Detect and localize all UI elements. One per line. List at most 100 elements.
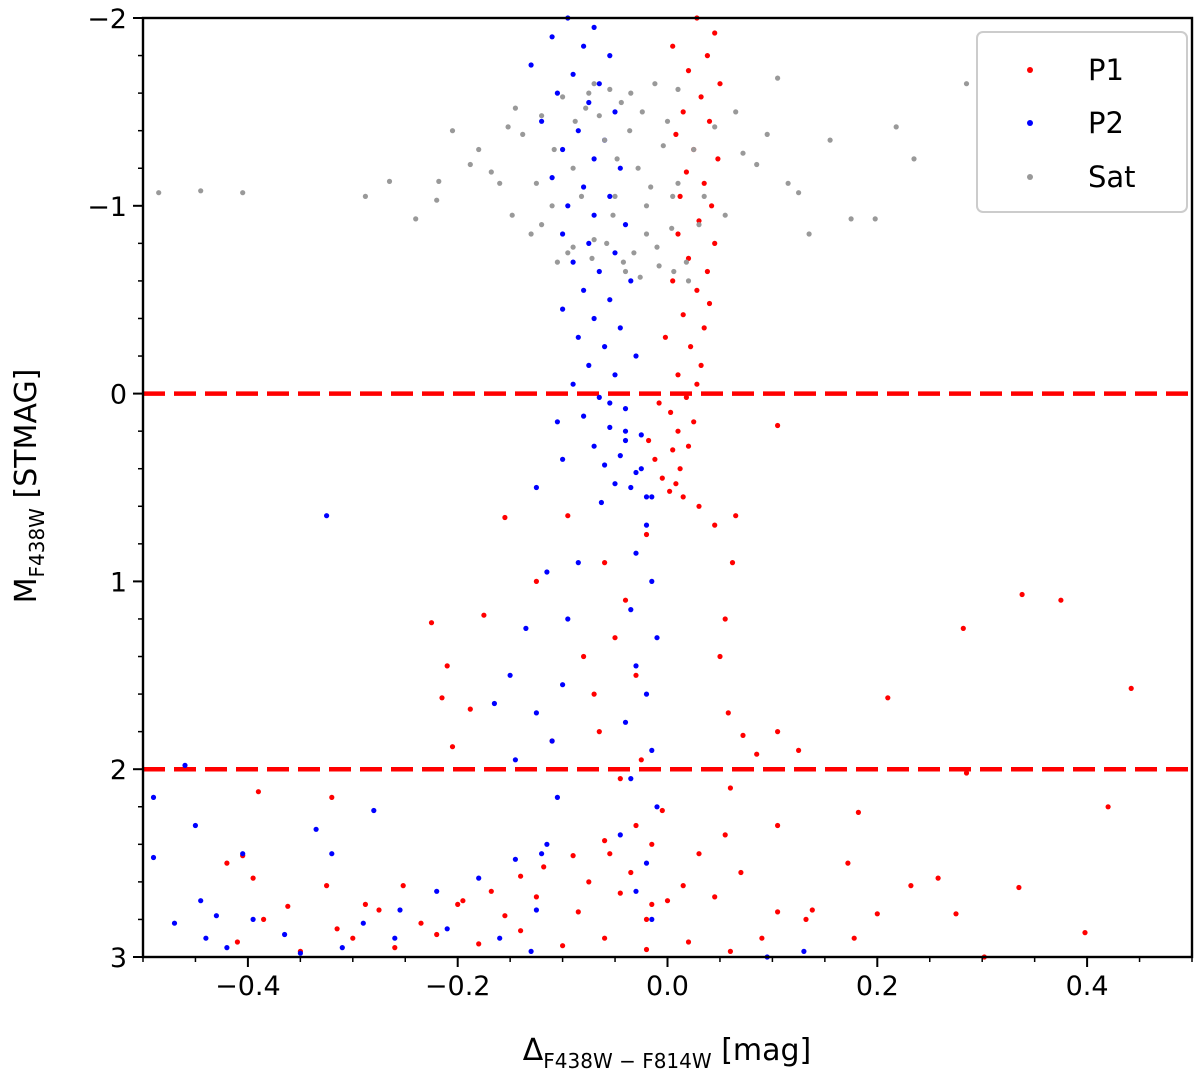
point-p1	[855, 809, 862, 816]
point-p2	[607, 297, 613, 303]
point-p1	[234, 939, 240, 945]
point-p2	[397, 907, 403, 913]
point-sat	[413, 216, 419, 222]
point-p2	[523, 625, 529, 632]
point-p2	[617, 453, 623, 459]
point-p1	[652, 456, 658, 462]
point-sat	[583, 105, 589, 111]
point-sat	[848, 216, 854, 222]
point-p1	[617, 890, 623, 896]
point-p2	[150, 794, 157, 801]
point-p1	[224, 860, 230, 866]
point-p1	[622, 597, 629, 603]
point-sat	[434, 197, 440, 203]
point-sat	[591, 81, 597, 87]
point-p1	[285, 903, 291, 909]
point-sat	[386, 178, 393, 184]
point-p1	[434, 931, 440, 938]
y-tick-label: 1	[110, 567, 127, 598]
point-sat	[963, 81, 970, 87]
point-p2	[554, 419, 561, 425]
y-axis-label-main: M	[9, 578, 44, 604]
point-sat	[570, 244, 576, 250]
y-tick-label: −2	[87, 4, 127, 35]
point-p1	[754, 751, 760, 757]
point-sat	[671, 268, 677, 275]
point-p1	[1058, 597, 1064, 603]
point-sat	[618, 99, 624, 106]
point-p2	[622, 222, 629, 228]
point-p1	[680, 312, 686, 318]
point-sat	[712, 124, 718, 130]
point-sat	[775, 75, 781, 81]
point-p1	[685, 939, 692, 945]
x-axis-label-sub: F438W − F814W	[543, 1049, 712, 1073]
point-p2	[491, 700, 497, 707]
point-p2	[622, 428, 629, 434]
point-p2	[612, 481, 618, 487]
point-p1	[698, 94, 704, 100]
point-p1	[759, 935, 765, 941]
point-p1	[675, 231, 681, 237]
point-p1	[649, 841, 655, 847]
point-p2	[528, 62, 534, 68]
point-p2	[649, 916, 655, 923]
point-sat	[643, 203, 650, 209]
point-p2	[549, 175, 555, 181]
point-p1	[675, 428, 681, 434]
point-p2	[596, 81, 602, 87]
legend-marker-p1	[1027, 67, 1033, 73]
point-p1	[643, 946, 650, 953]
point-p2	[533, 484, 540, 491]
point-p1	[775, 909, 781, 915]
point-p1	[667, 488, 673, 494]
point-p1	[467, 706, 473, 712]
point-p2	[602, 344, 608, 350]
point-p1	[400, 883, 406, 889]
point-sat	[539, 113, 545, 119]
point-p1	[717, 81, 723, 87]
point-p2	[533, 907, 540, 913]
point-p1	[428, 620, 435, 626]
point-sat	[528, 231, 534, 237]
point-sat	[362, 193, 368, 199]
point-p1	[694, 287, 700, 293]
point-p2	[507, 672, 513, 678]
point-sat	[467, 161, 473, 168]
point-sat	[614, 156, 620, 162]
point-p1	[717, 653, 723, 660]
y-axis-label-unit: [STMAG]	[9, 369, 44, 508]
axis-ticks: −0.4 −0.2 0.0 0.2 0.4 −2 −1 0 1 2 3	[87, 4, 1193, 1002]
y-tick-label: 2	[110, 755, 127, 786]
legend: P1 P2 Sat	[976, 31, 1188, 213]
y-tick-label: 3	[110, 943, 127, 974]
point-p2	[633, 663, 639, 669]
point-p1	[455, 901, 461, 908]
point-p1	[680, 883, 686, 889]
point-sat	[764, 131, 770, 137]
x-tick-label: −0.2	[425, 971, 491, 1002]
point-p1	[680, 494, 686, 500]
point-sat	[602, 137, 608, 143]
series-sat	[156, 75, 970, 284]
point-p2	[617, 325, 623, 331]
point-p2	[617, 832, 623, 838]
point-p2	[570, 381, 576, 387]
point-p2	[533, 710, 540, 716]
point-p1	[696, 503, 702, 509]
point-p1	[607, 851, 613, 857]
point-p2	[602, 462, 608, 468]
point-sat	[656, 263, 662, 269]
point-p2	[581, 184, 587, 190]
point-p2	[497, 935, 503, 941]
point-p1	[722, 832, 728, 838]
point-p2	[628, 776, 634, 782]
point-p1	[502, 514, 508, 521]
point-sat	[436, 178, 442, 184]
point-sat	[664, 118, 671, 124]
point-p1	[683, 394, 690, 400]
point-p1	[628, 869, 634, 876]
point-p2	[560, 146, 566, 153]
point-p1	[444, 663, 450, 669]
point-sat	[637, 274, 643, 280]
